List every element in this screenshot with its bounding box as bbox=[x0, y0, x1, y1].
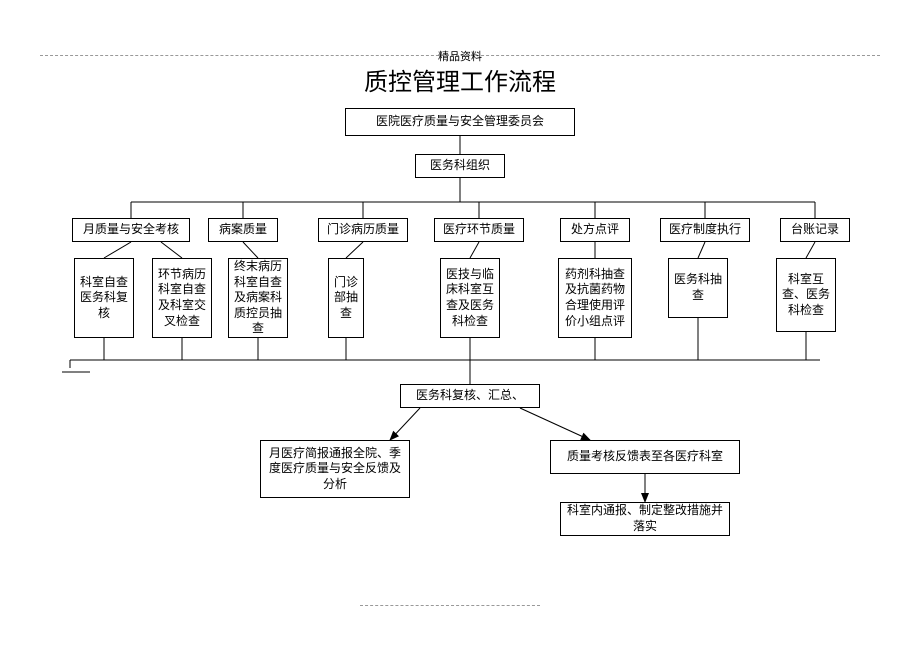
node-d6: 药剂科抽查及抗菌药物合理使用评价小组点评 bbox=[558, 258, 632, 338]
node-d8: 科室互查、医务科检查 bbox=[776, 258, 836, 332]
node-d5: 医技与临床科室互查及医务科检查 bbox=[440, 258, 500, 338]
node-c1: 月质量与安全考核 bbox=[72, 218, 190, 242]
node-c5: 处方点评 bbox=[560, 218, 630, 242]
node-d3: 终末病历科室自查及病案科质控员抽查 bbox=[228, 258, 288, 338]
node-c2: 病案质量 bbox=[208, 218, 278, 242]
node-d7: 医务科抽查 bbox=[668, 258, 728, 318]
node-c7: 台账记录 bbox=[780, 218, 850, 242]
node-org: 医务科组织 bbox=[415, 154, 505, 178]
node-d1: 科室自查 医务科复核 bbox=[74, 258, 134, 338]
bottom-dashed-rule bbox=[360, 605, 540, 606]
node-sum: 医务科复核、汇总、 bbox=[400, 384, 540, 408]
page-title: 质控管理工作流程 bbox=[364, 62, 556, 97]
node-o3: 科室内通报、制定整改措施并落实 bbox=[560, 502, 730, 536]
node-o2: 质量考核反馈表至各医疗科室 bbox=[550, 440, 740, 474]
node-d2: 环节病历科室自查及科室交叉检查 bbox=[152, 258, 212, 338]
node-o1: 月医疗简报通报全院、季度医疗质量与安全反馈及分析 bbox=[260, 440, 410, 498]
node-root: 医院医疗质量与安全管理委员会 bbox=[345, 108, 575, 136]
node-c3: 门诊病历质量 bbox=[318, 218, 408, 242]
node-c6: 医疗制度执行 bbox=[660, 218, 750, 242]
node-d4: 门诊部抽查 bbox=[328, 258, 364, 338]
node-c4: 医疗环节质量 bbox=[434, 218, 524, 242]
